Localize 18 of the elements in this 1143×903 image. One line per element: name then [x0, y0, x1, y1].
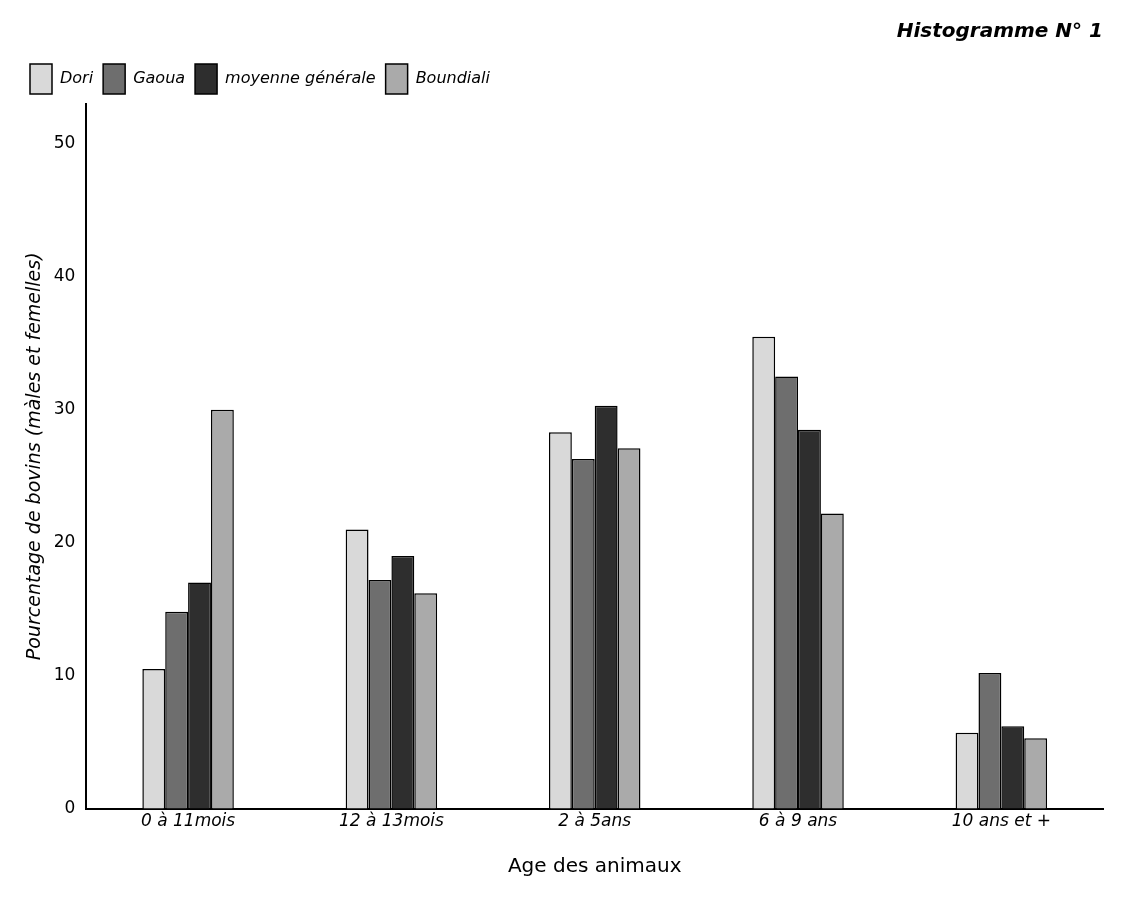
y-tick-label: 10: [53, 664, 76, 685]
legend-label: moyenne générale: [225, 68, 376, 88]
y-tick-label: 20: [53, 531, 76, 552]
y-tick-label: 0: [64, 797, 76, 818]
legend-label: Gaoua: [133, 68, 186, 88]
x-tick-label: 2 à 5ans: [558, 810, 632, 831]
y-axis-title: Pourcentage de bovins (màles et femelles): [22, 252, 45, 661]
y-tick-label: 30: [53, 398, 76, 419]
x-tick-label: 10 ans et +: [951, 810, 1051, 831]
x-axis-title: Age des animaux: [507, 853, 682, 878]
y-tick-label: 40: [53, 265, 76, 286]
legend-label: Boundiali: [415, 68, 491, 88]
x-tick-label: 6 à 9 ans: [758, 810, 838, 831]
chart-title: Histogramme N° 1: [896, 18, 1103, 43]
x-tick-label: 0 à 11mois: [140, 810, 236, 831]
x-tick-label: 12 à 13mois: [338, 810, 445, 831]
legend-label: Dori: [60, 68, 94, 88]
y-tick-label: 50: [53, 132, 76, 153]
